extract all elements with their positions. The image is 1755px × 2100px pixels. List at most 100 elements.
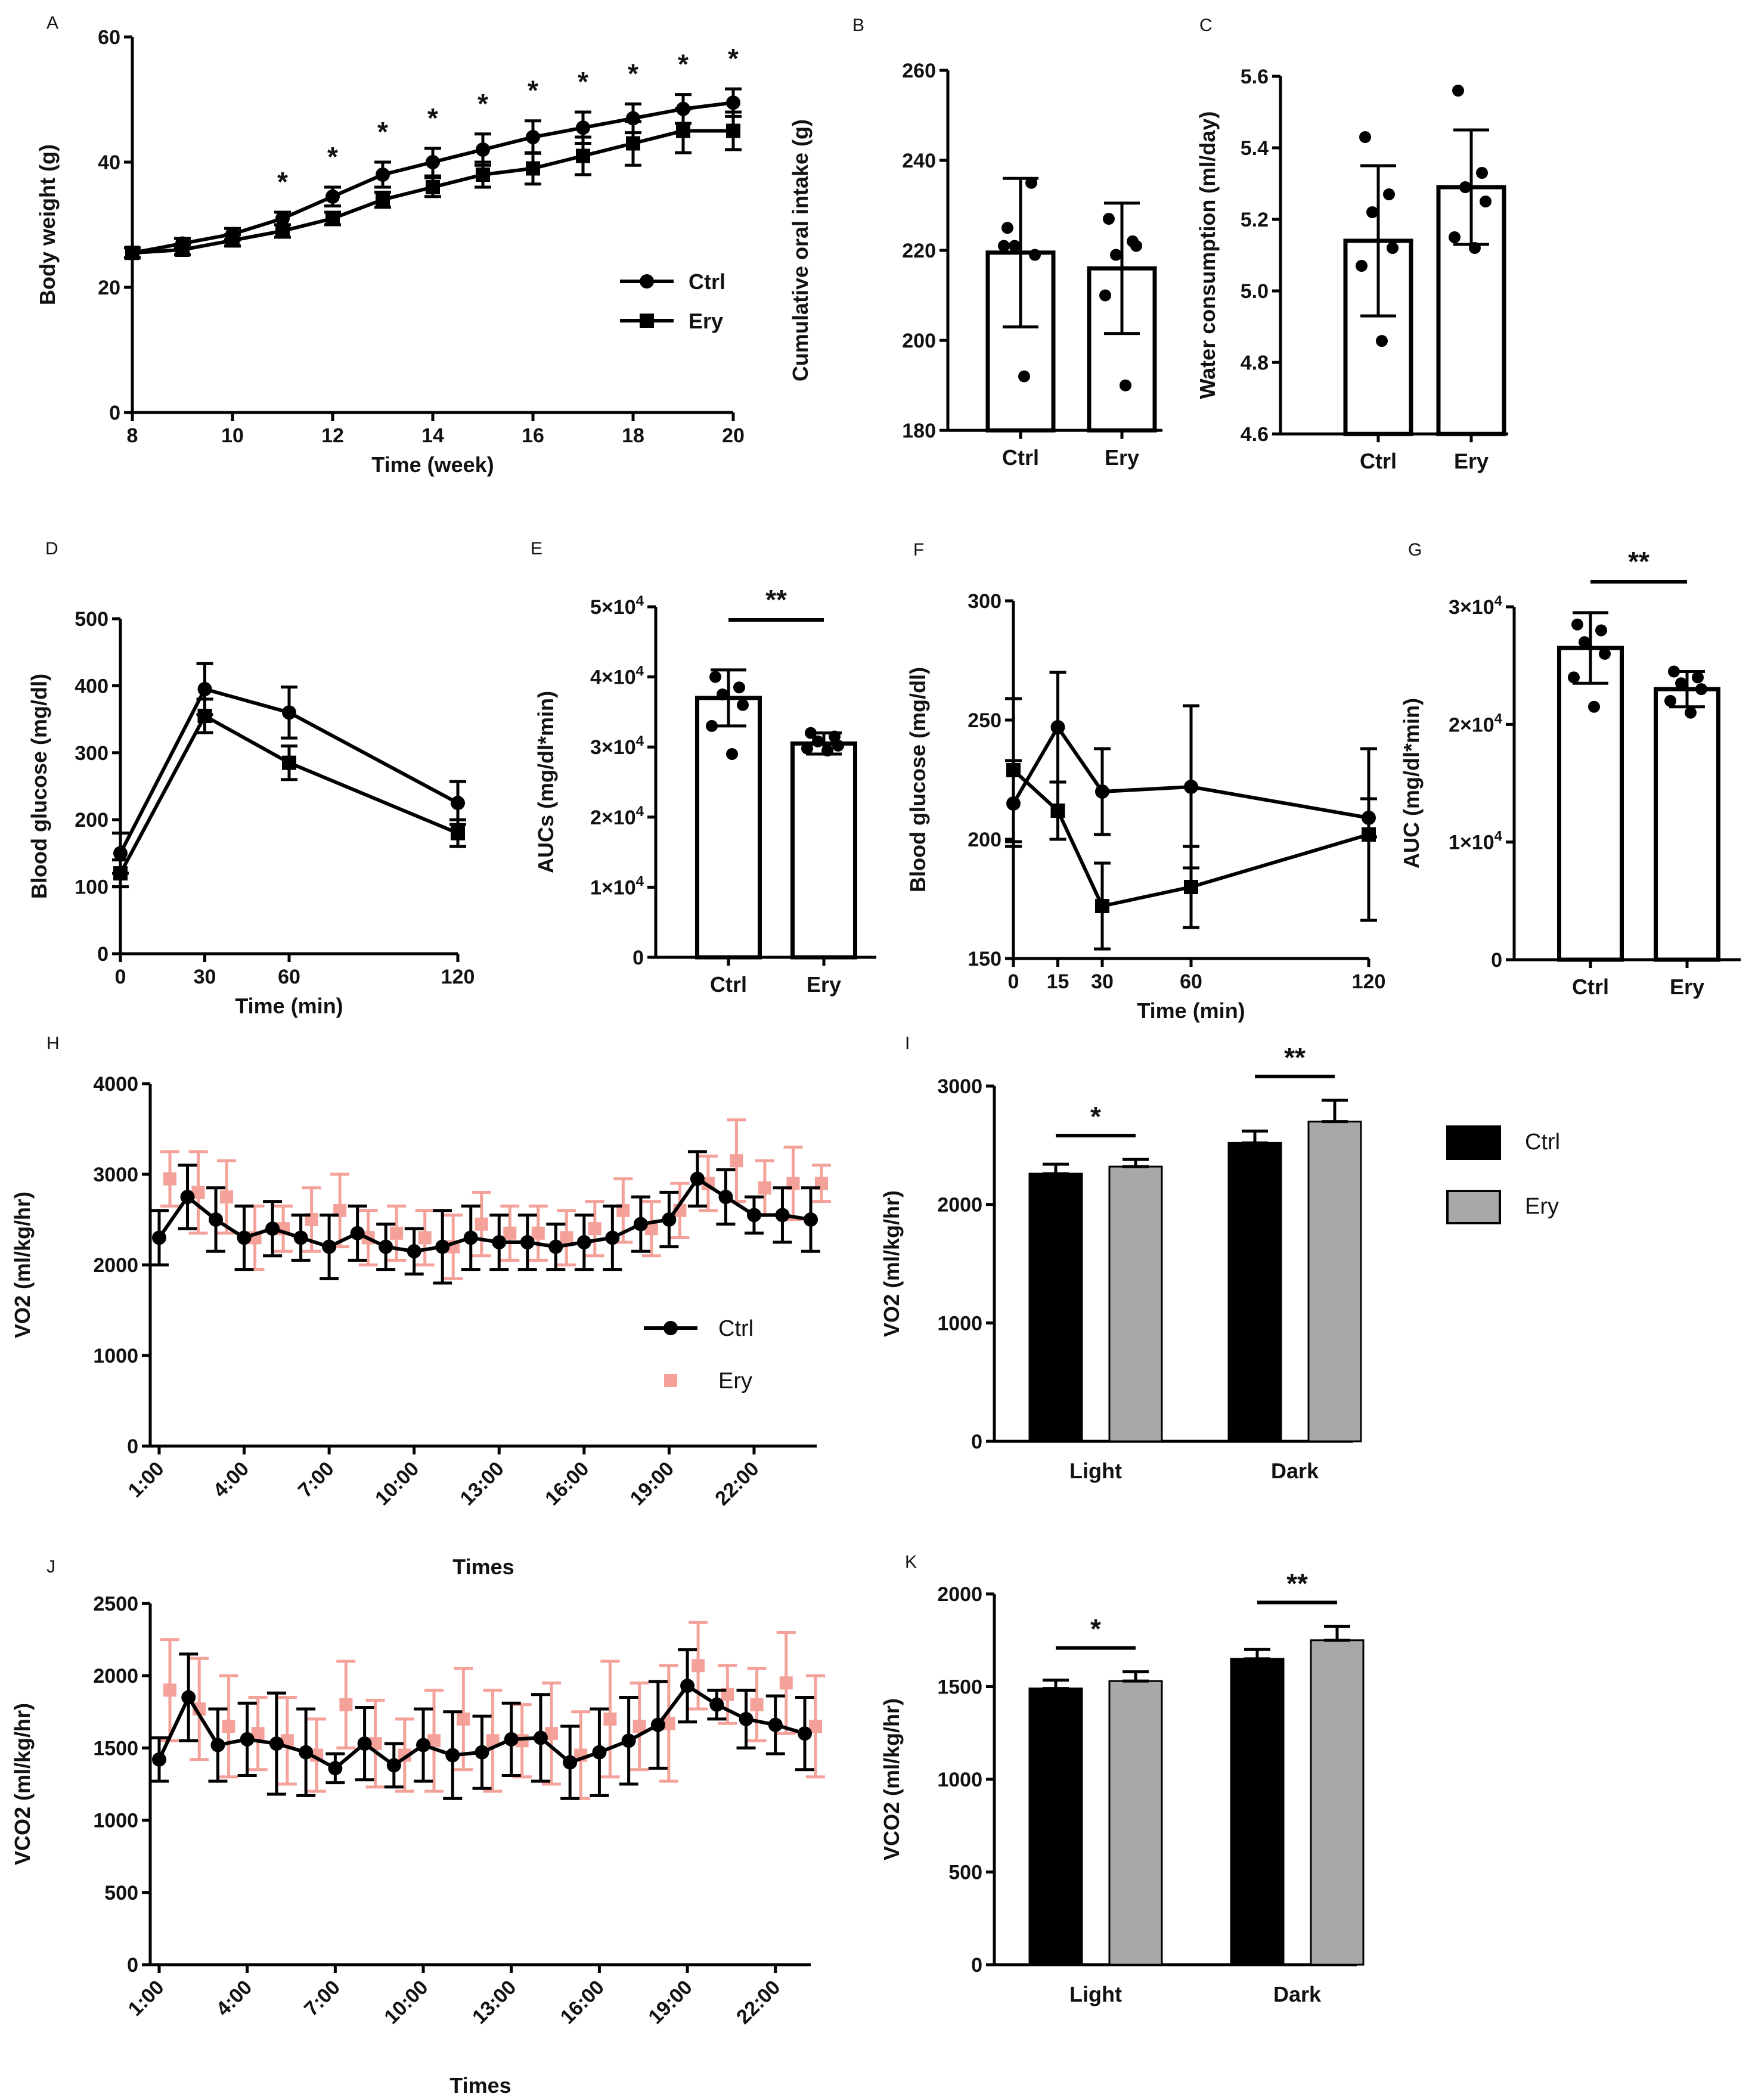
panel-g-bar-ctrl — [1557, 646, 1624, 962]
panel-h-point-ctrl — [350, 1226, 365, 1240]
panel-k-xtick-label: Light — [1069, 1982, 1122, 2006]
panel-j-point-ery — [662, 1717, 675, 1730]
panel-h-legend-ctrl-label: Ctrl — [718, 1316, 754, 1341]
panel-c-data-point — [1387, 242, 1399, 254]
panel-h-legend-ery-marker — [664, 1374, 677, 1387]
panel-f-point-ery — [1184, 880, 1198, 894]
panel-b-ytick-label: 200 — [902, 330, 936, 352]
panel-j-point-ctrl — [592, 1745, 607, 1760]
panel-c-ytick-label: 5.6 — [1241, 66, 1269, 88]
panel-a-ytick-label: 40 — [98, 151, 120, 174]
panel-b-data-point — [1120, 379, 1131, 392]
panel-a-xtick-label: 18 — [622, 424, 644, 447]
panel-h-point-ctrl — [520, 1235, 535, 1249]
panel-a-significance-star: * — [427, 103, 438, 134]
panel-k-bar-light-ery — [1108, 1680, 1163, 1966]
panel-i-xtick-label: Light — [1069, 1459, 1122, 1483]
panel-f-point-ery — [1095, 899, 1109, 913]
panel-h-xtick-label: 22:00 — [711, 1457, 763, 1510]
panel-a-significance-star: * — [477, 88, 488, 119]
panel-g-bar-ery — [1654, 687, 1720, 962]
panel-j-ylabel: VCO2 (ml/kg/hr) — [10, 1703, 35, 1865]
panel-e-ytick-label: 2×104 — [590, 804, 644, 829]
panel-c-data-point — [1366, 206, 1378, 218]
panel-k-xtick-label: Dark — [1273, 1982, 1322, 2006]
panel-d-ytick-label: 300 — [75, 742, 108, 765]
panel-k-ytick-label: 500 — [948, 1862, 982, 1884]
panel-h-xtick-label: 4:00 — [209, 1457, 253, 1502]
panel-f-ytick-label: 200 — [968, 829, 1001, 851]
panel-h-xtick-label: 7:00 — [294, 1457, 339, 1502]
panel-j-point-ctrl — [739, 1711, 754, 1726]
panel-j-xtick-label: 16:00 — [556, 1976, 609, 2028]
panel-g-data-point — [1668, 665, 1680, 678]
panel-j-point-ctrl — [798, 1726, 812, 1741]
panel-d-xtick-label: 120 — [441, 966, 475, 988]
panel-h-ytick-label: 3000 — [93, 1164, 138, 1186]
panel-h-point-ctrl — [690, 1171, 705, 1186]
panel-g-data-point — [1588, 700, 1600, 713]
panel-a-point-ery — [125, 246, 139, 260]
panel-j-ytick-label: 2000 — [93, 1665, 138, 1688]
panel-j-point-ctrl — [357, 1736, 372, 1751]
panel-b-data-point — [1025, 176, 1037, 189]
panel-b-ytick-label: 240 — [902, 150, 936, 172]
panel-j-xtick-label: 7:00 — [300, 1976, 345, 2021]
panel-a-point-ery — [175, 243, 190, 257]
panel-e-panel-letter: E — [531, 539, 542, 559]
panel-g-xtick-label: Ctrl — [1572, 975, 1609, 999]
panel-f-ylabel: Blood glucose (mg/dl) — [906, 667, 930, 892]
panel-a-legend-marker — [640, 274, 654, 289]
panel-b-data-point — [1009, 240, 1021, 252]
panel-f-point-ctrl — [1095, 784, 1109, 799]
panel-h-point-ctrl — [237, 1230, 252, 1245]
panel-d-point-ctrl — [197, 682, 212, 697]
panel-d-xtick-label: 30 — [194, 966, 216, 988]
panel-h-point-ctrl — [718, 1190, 733, 1204]
panel-c-data-point — [1452, 85, 1464, 97]
panel-i-legend-label-ctrl: Ctrl — [1525, 1130, 1560, 1155]
panel-k-significance-label: * — [1090, 1614, 1101, 1645]
panel-h-point-ctrl — [775, 1208, 790, 1223]
panel-h-xtick-label: 16:00 — [541, 1457, 593, 1510]
panel-k: K 0 500 1000 1500 2000 VCO2 (ml/kg/hr) Light * Da… — [879, 1552, 1365, 2006]
panel-a-legend-marker — [640, 314, 654, 328]
panel-b: B 180 200 220 240 260 Cumulative oral intake (… — [788, 15, 1162, 470]
panel-a-point-ctrl — [526, 130, 540, 144]
panel-i-bar-light-ery — [1108, 1165, 1163, 1443]
panel-h-ytick-label: 1000 — [93, 1345, 138, 1367]
panel-d-series-ery-line — [119, 713, 459, 874]
panel-g-data-point — [1685, 706, 1697, 719]
panel-h-ytick-label: 2000 — [93, 1254, 138, 1277]
panel-i-bar-light-ctrl — [1028, 1172, 1083, 1443]
panel-k-ytick-label: 1000 — [937, 1769, 982, 1791]
panel-c-data-point — [1359, 131, 1371, 143]
panel-c: C 4.6 4.8 5.0 5.2 5.4 5.6 Water consumption (ml… — [1195, 15, 1508, 473]
panel-h-point-ctrl — [435, 1239, 450, 1254]
panel-a-point-ctrl — [275, 211, 290, 226]
panel-i-ytick-label: 3000 — [937, 1075, 982, 1098]
panel-b-data-point — [1130, 240, 1142, 252]
panel-i-ytick-label: 2000 — [937, 1194, 982, 1217]
panel-a-point-ery — [275, 224, 290, 238]
panel-j-point-ery — [339, 1698, 353, 1711]
panel-c-ytick-label: 4.6 — [1241, 423, 1269, 446]
panel-a-ytick-label: 20 — [98, 277, 120, 299]
panel-b-ytick-label: 220 — [902, 240, 936, 262]
panel-f-xlabel: Time (min) — [1137, 998, 1245, 1023]
panel-a-legend-label: Ctrl — [689, 269, 725, 294]
panel-h-ytick-label: 4000 — [93, 1073, 138, 1096]
panel-h-xlabel: Times — [452, 1555, 514, 1579]
panel-a-significance-star: * — [327, 141, 338, 172]
panel-a-xtick-label: 8 — [127, 424, 138, 447]
panel-g-xtick-label: Ery — [1670, 975, 1704, 999]
panel-f-xtick-label: 60 — [1180, 970, 1202, 993]
panel-b-data-point — [1029, 249, 1041, 261]
panel-k-ytick-label: 2000 — [937, 1583, 982, 1606]
panel-j-xtick-label: 13:00 — [468, 1976, 520, 2028]
panel-e-xtick-label: Ctrl — [710, 972, 747, 997]
panel-a-legend-label: Ery — [689, 309, 723, 333]
panel-j-point-ctrl — [709, 1697, 724, 1712]
panel-b-xtick-label: Ery — [1105, 445, 1139, 470]
panel-i-bar-dark-ctrl — [1227, 1141, 1282, 1443]
